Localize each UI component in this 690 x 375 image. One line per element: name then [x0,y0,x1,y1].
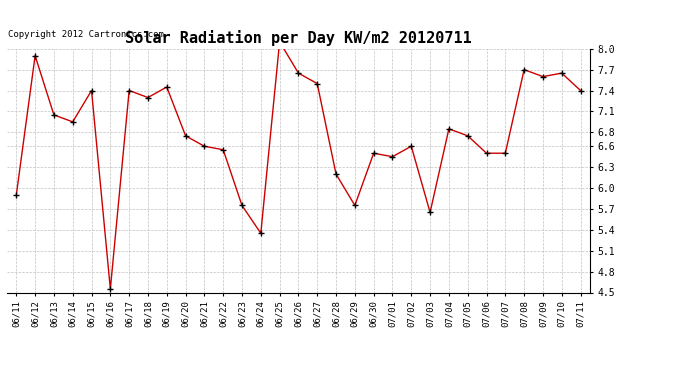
Text: Radiation  (kW/m2): Radiation (kW/m2) [513,39,619,49]
Title: Solar Radiation per Day KW/m2 20120711: Solar Radiation per Day KW/m2 20120711 [125,30,472,46]
Text: Copyright 2012 Cartronics.com: Copyright 2012 Cartronics.com [8,30,164,39]
